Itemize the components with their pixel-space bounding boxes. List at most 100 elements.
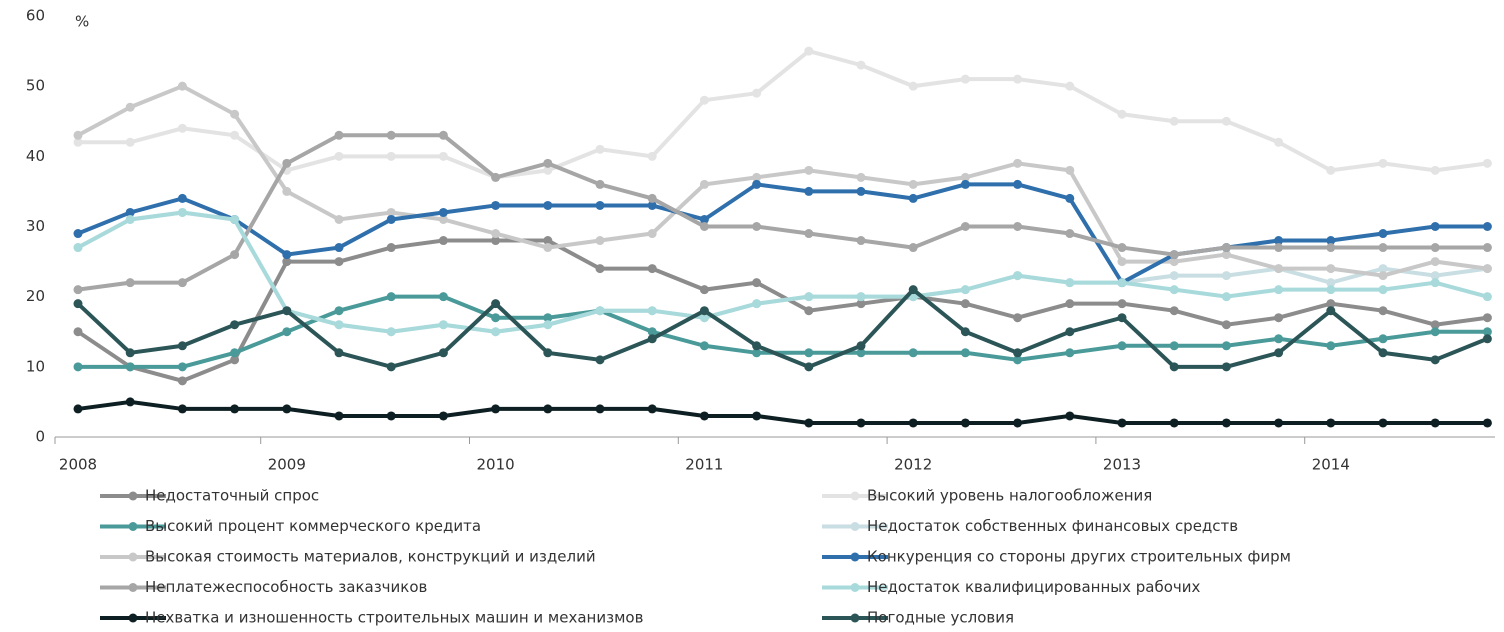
data-point — [491, 327, 501, 337]
data-point — [543, 348, 553, 358]
data-point — [73, 243, 83, 253]
data-point — [1013, 313, 1023, 323]
data-point — [752, 411, 762, 421]
legend-label: Высокий уровень налогообложения — [867, 487, 1152, 505]
data-point — [595, 404, 605, 414]
legend-marker — [128, 583, 138, 592]
y-tick-label: 60 — [26, 7, 45, 25]
data-point — [752, 179, 762, 189]
data-point — [543, 404, 553, 414]
data-point — [1274, 285, 1284, 295]
y-tick-label: 30 — [26, 217, 45, 235]
data-point — [177, 193, 187, 203]
data-point — [491, 299, 501, 309]
data-point — [804, 229, 814, 239]
data-point — [125, 214, 135, 224]
data-point — [1013, 74, 1023, 84]
data-point — [752, 341, 762, 351]
data-point — [438, 320, 448, 330]
data-point — [699, 214, 709, 224]
legend-label: Недостаток собственных финансовых средст… — [867, 517, 1238, 535]
data-point — [1326, 243, 1336, 253]
series-line — [77, 182, 1488, 286]
data-point — [647, 327, 657, 337]
data-point — [699, 222, 709, 231]
data-point — [386, 327, 396, 337]
data-point — [1117, 299, 1127, 309]
data-point — [1169, 257, 1179, 267]
legend-label: Нехватка и изношенность строительных маш… — [145, 609, 643, 627]
data-point — [1065, 165, 1075, 175]
data-point — [1326, 264, 1336, 274]
data-point — [1274, 334, 1284, 344]
data-point — [699, 411, 709, 421]
data-point — [334, 411, 344, 421]
y-tick-label: 10 — [26, 357, 45, 375]
data-point — [177, 207, 187, 217]
data-point — [960, 179, 970, 189]
series-line — [77, 83, 1488, 278]
data-point — [1221, 250, 1231, 260]
data-point — [1221, 271, 1231, 281]
x-tick-label: 2009 — [268, 456, 306, 474]
data-point — [1430, 320, 1440, 330]
data-point — [491, 313, 501, 323]
data-point — [1013, 418, 1023, 428]
data-point — [1065, 348, 1075, 358]
data-point — [438, 151, 448, 161]
data-point — [595, 264, 605, 274]
data-point — [1482, 418, 1492, 428]
data-point — [595, 200, 605, 210]
data-point — [125, 137, 135, 147]
data-point — [908, 348, 918, 358]
data-point — [752, 299, 762, 309]
data-point — [1274, 313, 1284, 323]
data-point — [1430, 257, 1440, 267]
data-point — [1169, 250, 1179, 260]
data-point — [908, 418, 918, 428]
data-point — [699, 306, 709, 316]
data-point — [386, 130, 396, 140]
data-point — [1274, 137, 1284, 147]
data-point — [647, 306, 657, 316]
series-line — [77, 399, 1488, 425]
data-point — [595, 179, 605, 189]
data-point — [647, 200, 657, 210]
data-point — [1221, 292, 1231, 302]
data-point — [491, 404, 501, 414]
data-point — [73, 362, 83, 372]
data-point — [960, 222, 970, 231]
data-point — [1482, 327, 1492, 337]
data-point — [804, 292, 814, 302]
data-point — [1013, 222, 1023, 231]
data-point — [543, 313, 553, 323]
data-point — [804, 348, 814, 358]
data-point — [1378, 158, 1388, 168]
data-point — [177, 362, 187, 372]
data-point — [1482, 243, 1492, 253]
data-point — [647, 404, 657, 414]
data-point — [595, 306, 605, 316]
data-point — [960, 327, 970, 337]
y-tick-label: 0 — [35, 428, 45, 446]
data-point — [177, 404, 187, 414]
data-point — [438, 348, 448, 358]
data-point — [491, 229, 501, 239]
data-point — [177, 81, 187, 91]
data-point — [282, 186, 292, 196]
data-point — [491, 236, 501, 246]
data-point — [334, 320, 344, 330]
data-point — [1169, 285, 1179, 295]
data-point — [595, 144, 605, 154]
data-point — [177, 376, 187, 386]
data-point — [1221, 418, 1231, 428]
data-point — [1117, 243, 1127, 253]
data-point — [543, 200, 553, 210]
data-point — [1482, 292, 1492, 302]
data-point — [1169, 306, 1179, 316]
data-point — [230, 404, 240, 414]
data-point — [1430, 327, 1440, 337]
data-point — [1169, 418, 1179, 428]
data-point — [1065, 81, 1075, 91]
data-point — [1169, 362, 1179, 372]
